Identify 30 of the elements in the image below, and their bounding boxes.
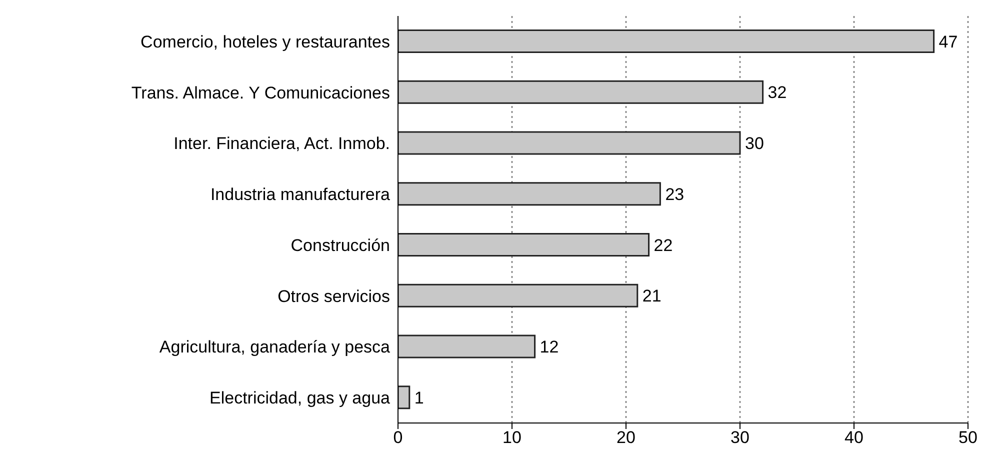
data-label: 21 [642,286,662,306]
y-tick-label: Agricultura, ganadería y pesca [159,338,391,357]
bar [398,334,536,358]
data-label: 30 [745,134,764,154]
data-label: 1 [414,388,424,408]
y-tick-label: Comercio, hoteles y restaurantes [140,32,390,52]
bar [398,29,935,53]
bar [398,80,764,104]
bar [398,232,650,256]
x-tick-label: 50 [958,428,978,448]
y-tick-label: Inter. Financiera, Act. Inmob. [174,134,390,154]
bar [398,284,638,308]
y-tick-label: Otros servicios [278,286,390,306]
x-tick-label: 40 [844,428,864,448]
data-label: 22 [654,236,673,255]
x-tick-label: 10 [502,428,522,448]
bar [398,182,661,206]
data-label: 32 [768,83,787,102]
bar [398,131,741,155]
y-tick-label: Electricidad, gas y agua [210,388,391,408]
data-label: 23 [665,184,684,204]
bar [398,386,410,410]
y-tick-label: Trans. Almace. Y Comunicaciones [131,83,390,102]
y-tick-label: Industria manufacturera [210,185,391,204]
data-label: 12 [540,338,559,357]
data-label: 47 [938,32,958,52]
x-tick-label: 20 [616,428,636,448]
y-tick-label: Construcción [290,236,390,255]
x-tick-label: 0 [393,428,403,448]
x-tick-label: 30 [730,428,750,448]
